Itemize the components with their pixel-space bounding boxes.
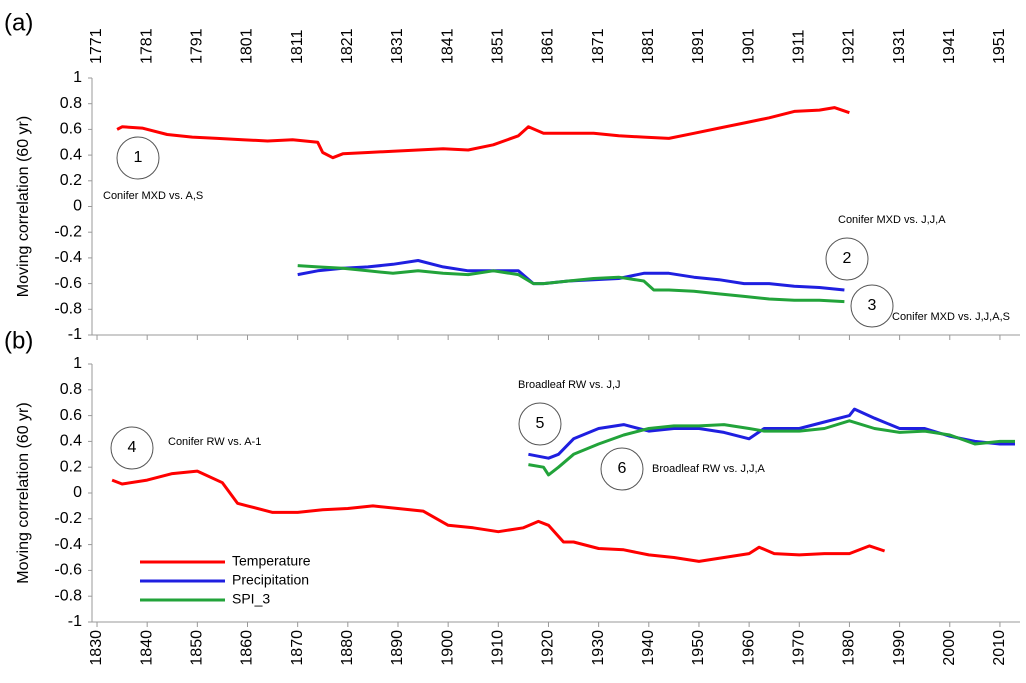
x-tick-label: 2010: [991, 630, 1008, 666]
x-tick-label: 1831: [389, 28, 406, 64]
annotation: Conifer MXD vs. J,J,A,S: [892, 311, 1010, 323]
y-tick-label: -0.6: [54, 562, 82, 579]
marker-number: 3: [868, 297, 877, 314]
series-line: [297, 259, 845, 292]
annotation: Conifer MXD vs. A,S: [103, 190, 203, 202]
x-tick-label: 1881: [640, 28, 657, 64]
y-tick-label: -1: [68, 613, 82, 630]
x-tick-label: 1791: [189, 28, 206, 64]
y-tick-label: -0.2: [54, 223, 82, 240]
x-tick-label: 1900: [439, 630, 456, 666]
x-tick-label: 1890: [389, 630, 406, 666]
x-tick-label: 1931: [891, 28, 908, 64]
x-tick-label: 1920: [540, 630, 557, 666]
x-tick-label: 1861: [540, 28, 557, 64]
panel-label: (a): [4, 9, 33, 36]
y-axis-label: Moving correlation (60 yr): [15, 116, 32, 297]
y-tick-label: 0.8: [60, 381, 82, 398]
series-line: [297, 264, 845, 304]
y-tick-label: -0.6: [54, 275, 82, 292]
annotation: Conifer MXD vs. J,J,A: [838, 214, 946, 226]
x-tick-label: 1801: [239, 28, 256, 64]
annotation: Broadleaf RW vs. J,J: [518, 379, 621, 391]
marker-circle: [600, 447, 644, 491]
y-tick-label: 0.2: [60, 172, 82, 189]
y-tick-label: -0.8: [54, 301, 82, 318]
legend-label: SPI_3: [232, 591, 270, 607]
x-tick-label: 1880: [339, 630, 356, 666]
x-tick-label: 1960: [740, 630, 757, 666]
y-tick-label: -1: [68, 326, 82, 343]
x-tick-label: 1921: [841, 28, 858, 64]
marker-circle: [110, 426, 154, 470]
x-tick-label: 1871: [590, 28, 607, 64]
y-tick-label: 0: [73, 484, 82, 501]
x-tick-label: 1940: [640, 630, 657, 666]
x-tick-label: 1811: [289, 29, 306, 64]
x-tick-label: 1990: [891, 630, 908, 666]
marker-number: 5: [536, 415, 545, 432]
panel-label: (b): [4, 327, 33, 354]
x-tick-label: 1870: [289, 630, 306, 666]
x-tick-label: 1951: [991, 28, 1008, 64]
x-tick-label: 1980: [841, 630, 858, 666]
x-tick-label: 1910: [490, 630, 507, 666]
series-line: [528, 419, 1015, 477]
y-tick-label: 0.6: [60, 121, 82, 138]
x-tick-label: 1911: [791, 29, 808, 64]
y-tick-label: 0: [73, 198, 82, 215]
x-tick-label: 1941: [941, 28, 958, 64]
marker-number: 6: [618, 460, 627, 477]
y-tick-label: 0.8: [60, 95, 82, 112]
y-tick-label: 0.4: [60, 433, 82, 450]
marker-circle: [850, 284, 894, 328]
annotation: Conifer RW vs. A-1: [168, 436, 261, 448]
x-tick-label: 1830: [88, 630, 105, 666]
series-line: [111, 469, 886, 563]
y-tick-label: 0.4: [60, 146, 82, 163]
x-tick-label: 1970: [791, 630, 808, 666]
y-tick-label: 1: [73, 69, 82, 86]
x-tick-label: 1891: [690, 28, 707, 64]
marker-number: 2: [843, 250, 852, 267]
y-axis-label: Moving correlation (60 yr): [15, 402, 32, 583]
x-tick-label: 1851: [490, 28, 507, 64]
y-tick-label: 1: [73, 355, 82, 372]
marker-number: 4: [128, 439, 137, 456]
x-tick-label: 1901: [740, 28, 757, 64]
series-line: [116, 106, 850, 160]
annotation: Broadleaf RW vs. J,J,A: [652, 463, 766, 475]
x-tick-label: 1841: [439, 28, 456, 64]
y-tick-label: -0.4: [54, 536, 82, 553]
y-tick-label: -0.4: [54, 249, 82, 266]
x-tick-label: 1821: [339, 28, 356, 64]
series-line: [528, 407, 1015, 460]
y-tick-label: -0.2: [54, 510, 82, 527]
x-tick-label: 1840: [138, 630, 155, 666]
marker-circle: [518, 402, 562, 446]
y-tick-label: 0.6: [60, 407, 82, 424]
x-tick-label: 2000: [941, 630, 958, 666]
legend-label: Temperature: [232, 553, 311, 569]
marker-circle: [825, 237, 869, 281]
x-tick-label: 1950: [690, 630, 707, 666]
x-tick-label: 1860: [239, 630, 256, 666]
y-tick-label: 0.2: [60, 458, 82, 475]
y-tick-label: -0.8: [54, 587, 82, 604]
x-tick-label: 1930: [590, 630, 607, 666]
marker-number: 1: [134, 149, 143, 166]
legend-label: Precipitation: [232, 572, 309, 588]
marker-circle: [116, 136, 160, 180]
x-tick-label: 1771: [88, 28, 105, 64]
x-tick-label: 1781: [138, 28, 155, 64]
x-tick-label: 1850: [189, 630, 206, 666]
